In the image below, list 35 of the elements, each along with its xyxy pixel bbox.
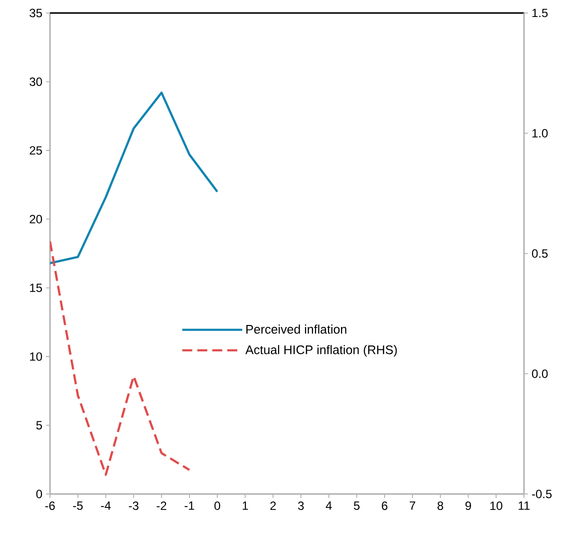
x-tick-label: 7 [410,502,416,510]
y-tick-label: 5 [36,421,42,430]
x-tick-label: 2 [270,502,276,510]
x-tick-label: 9 [465,502,471,510]
y2-tick-label: 0.0 [532,370,548,378]
x-tick-label: 8 [438,502,444,510]
legend-label: Perceived inflation [246,324,346,334]
x-tick-label: 1 [242,502,248,510]
x-tick-label: 5 [354,502,360,510]
x-tick-label: 4 [326,502,332,510]
y-tick-label: 20 [30,214,42,224]
y2-tick-label: 0.5 [532,249,548,258]
y2-tick-label: 1.0 [532,129,548,138]
y-tick-label: 30 [30,77,42,86]
x-tick-label: -2 [156,502,166,510]
x-tick-label: 10 [490,502,502,510]
y-tick-label: 15 [30,284,42,292]
x-tick-label: 11 [518,502,530,510]
x-tick-label: -4 [100,502,111,510]
y-tick-label: 35 [30,8,42,18]
line-series [50,92,218,264]
x-tick-label: -5 [73,502,83,510]
y2-tick-label: -0.5 [532,490,552,498]
legend-label: Actual HICP inflation (RHS) [245,345,397,357]
y-tick-label: 0 [36,490,42,498]
y2-tick-label: 1.5 [532,8,548,18]
y-tick-label: 10 [30,352,42,361]
x-tick-label: 3 [298,502,304,510]
x-tick-label: 0 [214,502,220,510]
x-tick-label: -1 [184,502,194,510]
y-tick-label: 25 [30,146,42,155]
line-series [50,240,191,476]
x-tick-label: 6 [382,502,388,510]
x-tick-label: -6 [45,502,55,510]
x-tick-label: -3 [128,502,138,510]
